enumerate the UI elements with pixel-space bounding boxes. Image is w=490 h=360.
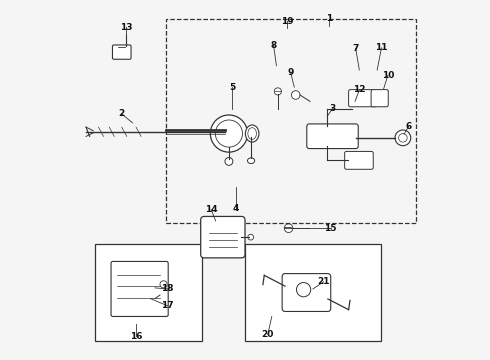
Bar bbox=[245, 244, 381, 341]
Text: 14: 14 bbox=[205, 205, 218, 214]
Circle shape bbox=[292, 91, 300, 99]
Circle shape bbox=[296, 283, 311, 297]
Text: 3: 3 bbox=[329, 104, 336, 113]
Text: 9: 9 bbox=[288, 68, 294, 77]
Text: 8: 8 bbox=[270, 41, 277, 50]
Text: 10: 10 bbox=[382, 71, 394, 80]
Bar bbox=[95, 244, 202, 341]
Text: 6: 6 bbox=[406, 122, 412, 131]
Text: 2: 2 bbox=[119, 109, 125, 118]
Text: 16: 16 bbox=[130, 332, 142, 341]
FancyBboxPatch shape bbox=[344, 152, 373, 169]
Ellipse shape bbox=[245, 125, 259, 142]
Text: 21: 21 bbox=[318, 277, 330, 286]
Ellipse shape bbox=[248, 128, 256, 139]
FancyBboxPatch shape bbox=[371, 90, 388, 107]
Ellipse shape bbox=[247, 158, 255, 163]
Circle shape bbox=[274, 88, 281, 95]
FancyBboxPatch shape bbox=[201, 216, 245, 258]
Text: 1: 1 bbox=[326, 14, 332, 23]
Circle shape bbox=[215, 120, 243, 147]
FancyBboxPatch shape bbox=[282, 274, 331, 311]
Circle shape bbox=[210, 115, 247, 152]
Text: 17: 17 bbox=[161, 301, 174, 310]
Text: 15: 15 bbox=[324, 224, 337, 233]
Bar bbox=[167, 19, 416, 223]
Text: 7: 7 bbox=[352, 44, 359, 53]
Circle shape bbox=[395, 130, 411, 146]
Text: 4: 4 bbox=[233, 204, 239, 213]
Text: 19: 19 bbox=[281, 17, 294, 26]
Text: 20: 20 bbox=[262, 330, 274, 339]
FancyBboxPatch shape bbox=[348, 90, 376, 107]
Circle shape bbox=[398, 134, 407, 142]
Circle shape bbox=[248, 234, 253, 240]
FancyBboxPatch shape bbox=[307, 124, 358, 149]
Text: 13: 13 bbox=[120, 23, 133, 32]
Text: 12: 12 bbox=[353, 85, 366, 94]
Text: 5: 5 bbox=[229, 83, 236, 92]
Text: 11: 11 bbox=[375, 43, 388, 52]
Circle shape bbox=[225, 157, 233, 165]
Circle shape bbox=[160, 281, 167, 288]
FancyBboxPatch shape bbox=[113, 45, 131, 59]
Text: 18: 18 bbox=[161, 284, 174, 293]
Circle shape bbox=[284, 224, 293, 233]
FancyBboxPatch shape bbox=[111, 261, 168, 316]
